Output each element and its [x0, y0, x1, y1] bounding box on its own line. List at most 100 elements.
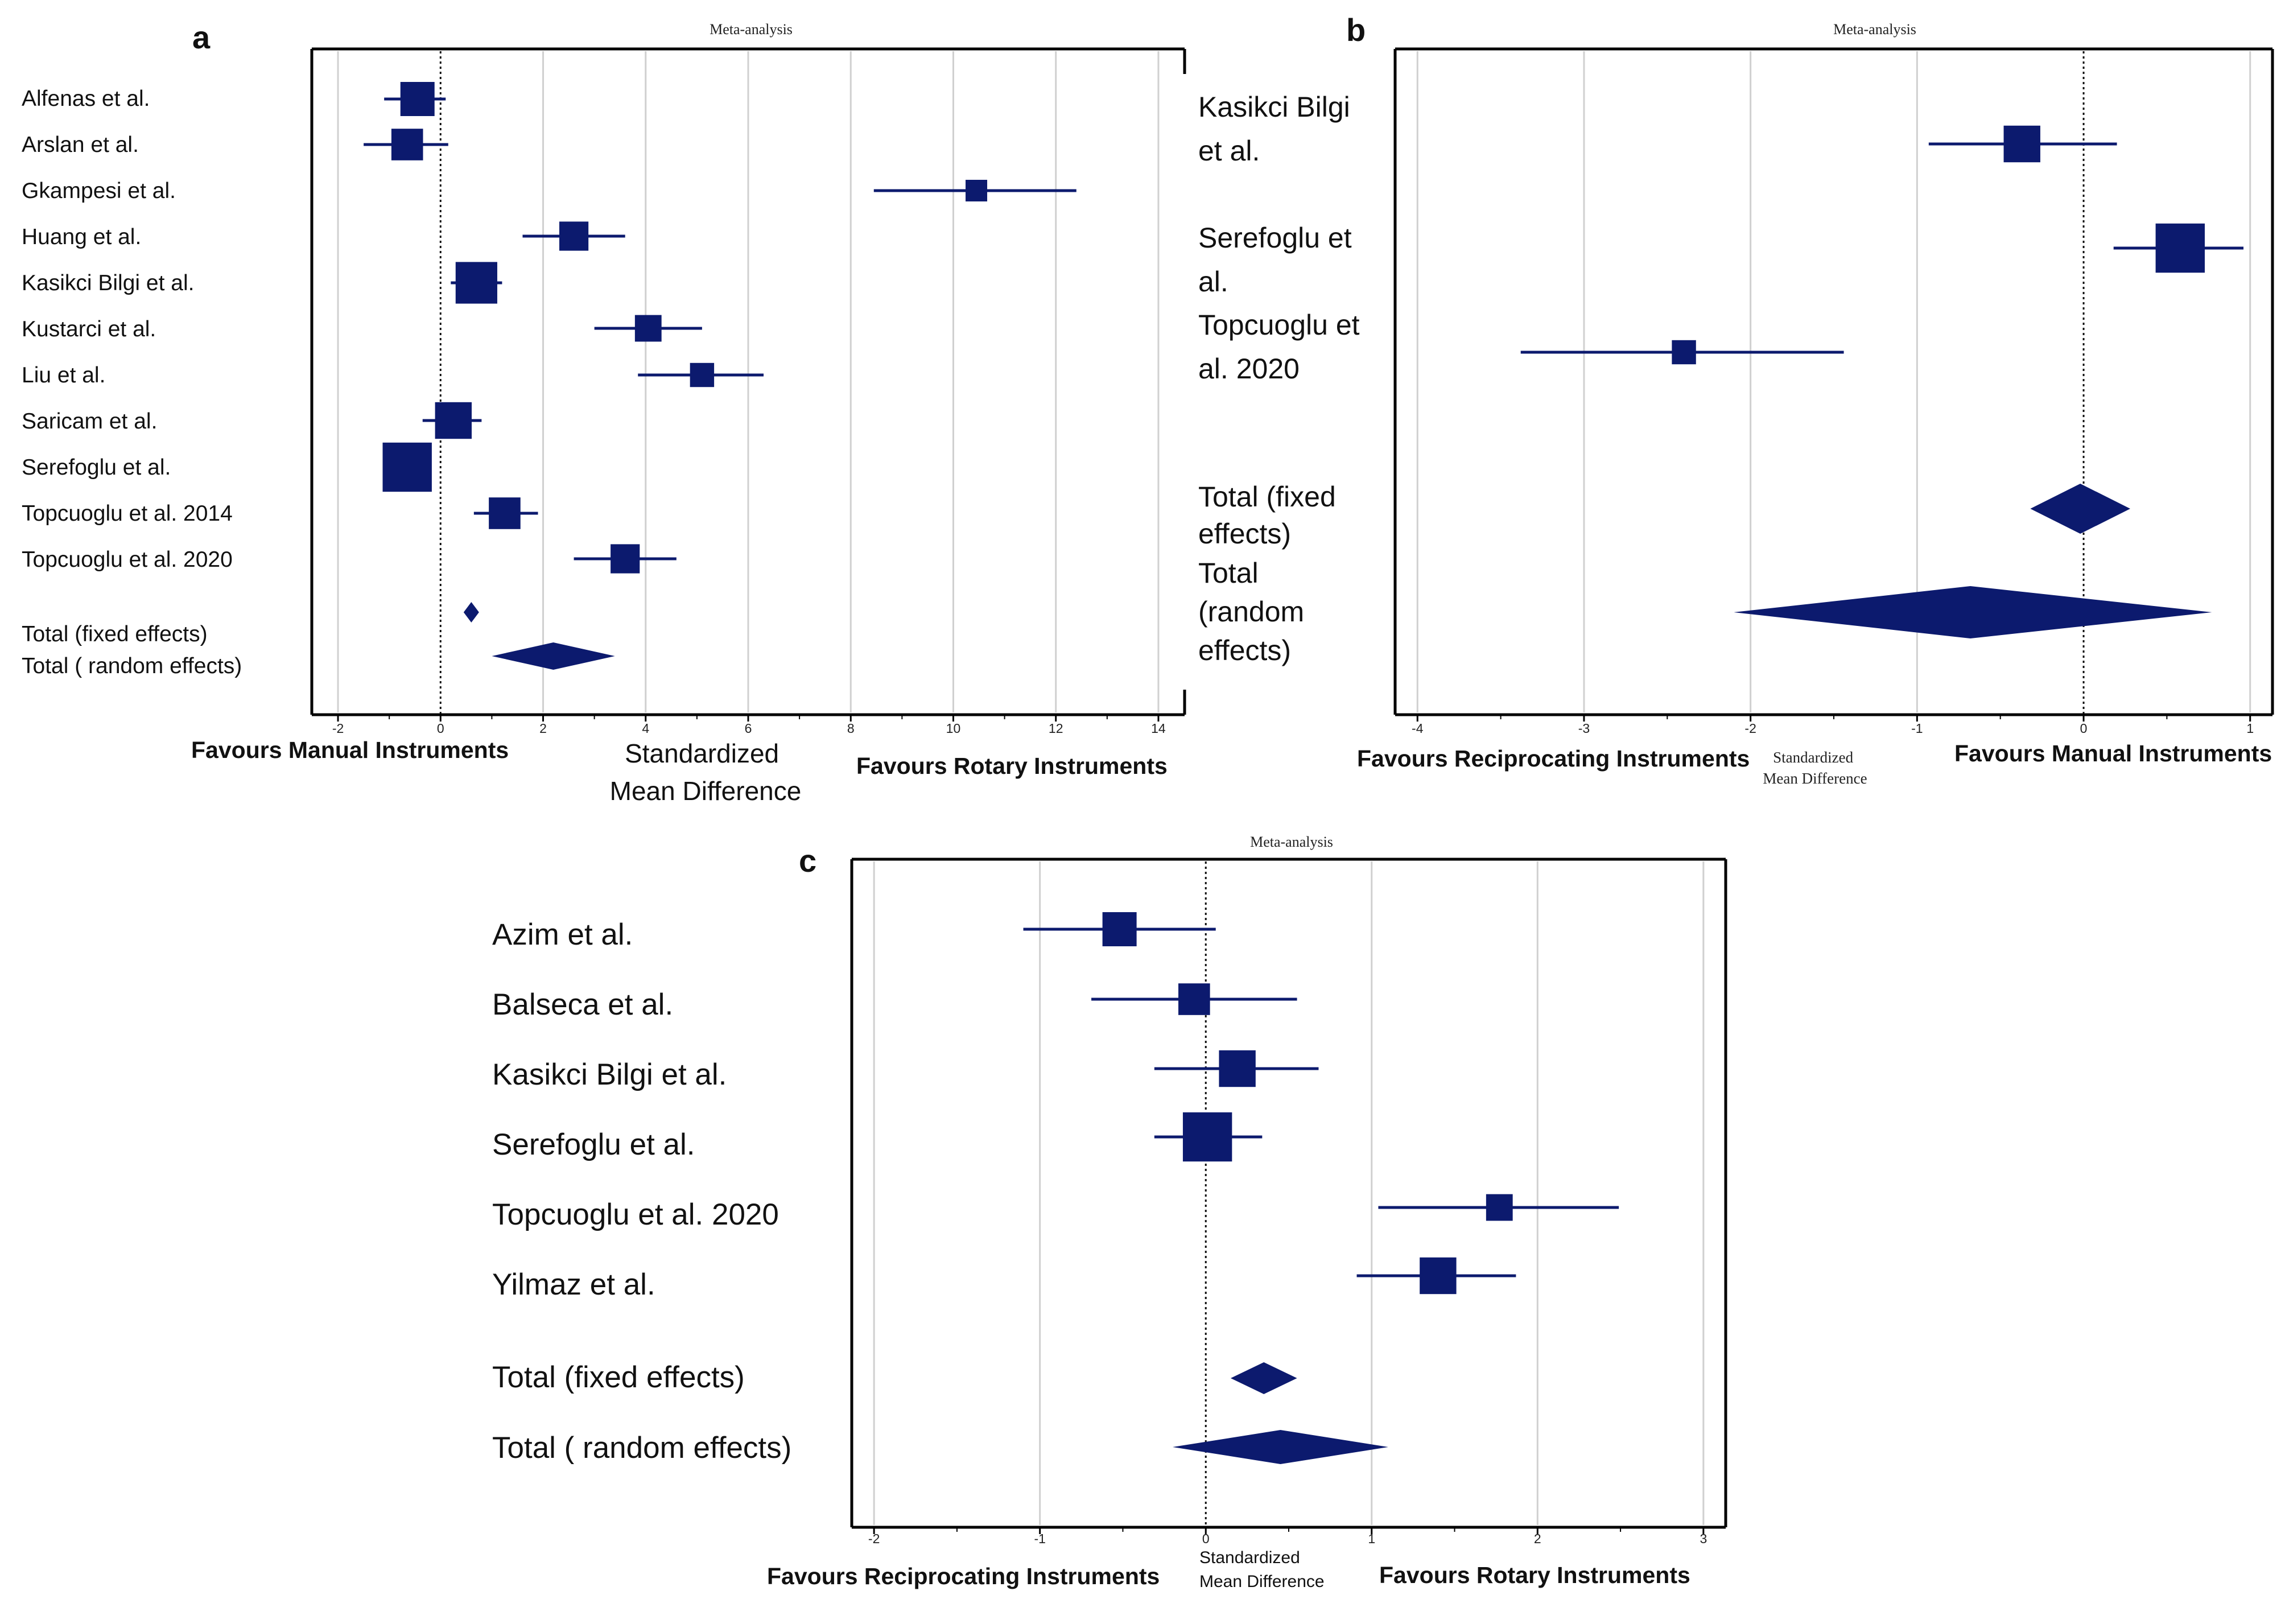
- panel-a-random-effects-diamond: [492, 642, 615, 670]
- point-estimate-2: [1672, 340, 1696, 365]
- panel-c-xlabel-line2: Mean Difference: [1199, 1572, 1325, 1591]
- x-tick-label-4: 6: [745, 721, 752, 736]
- x-tick-label-2: 0: [1202, 1531, 1210, 1546]
- panel-b-label-serefoglu-1: Serefoglu et: [1198, 222, 1352, 254]
- panel-a-frame: [310, 47, 1186, 716]
- panel-b-totals: [1734, 484, 2212, 638]
- point-estimate-7: [435, 402, 472, 439]
- x-tick-label-6: 10: [946, 721, 961, 736]
- panel-b-label-random-3: effects): [1198, 634, 1291, 666]
- panel-b-label-random-2: (random: [1198, 596, 1304, 628]
- panel-c-x-axis: -2 -1 0 1 2 3: [868, 1527, 1707, 1546]
- study-label-6: Liu et al.: [22, 363, 105, 388]
- point-estimate-9: [489, 497, 521, 529]
- study-label-1: Balseca et al.: [492, 988, 673, 1021]
- study-label-5: Kustarci et al.: [22, 317, 156, 341]
- panel-a-xlabel: Standardized Mean Difference: [610, 739, 802, 806]
- point-estimate-3: [1182, 1112, 1232, 1162]
- point-estimate-8: [382, 442, 432, 492]
- panel-b-fixed-effects-diamond: [2030, 484, 2130, 534]
- panel-b-label-serefoglu-2: al.: [1198, 266, 1228, 298]
- study-label-4: Topcuoglu et al. 2020: [492, 1198, 779, 1231]
- point-estimate-10: [611, 544, 640, 574]
- point-estimate-1: [1178, 983, 1210, 1015]
- panel-a-x-axis: -2 0 2 4 6 8 10 12 14: [332, 715, 1166, 736]
- point-estimate-1: [391, 129, 423, 160]
- x-tick-label-2: 2: [539, 721, 547, 736]
- study-label-2: Gkampesi et al.: [22, 179, 176, 203]
- study-label-2: Kasikci Bilgi et al.: [492, 1058, 727, 1091]
- point-estimate-1: [2155, 223, 2205, 273]
- x-tick-label-1: 0: [437, 721, 444, 736]
- panel-b-favours-right: Favours Manual Instruments: [1954, 740, 2272, 766]
- panel-b-study-marks: [1520, 125, 2244, 365]
- panel-c-total-fixed-label: Total (fixed effects): [492, 1361, 745, 1394]
- panel-letter-a: a: [192, 19, 211, 55]
- x-tick-label-4: 0: [2080, 721, 2088, 736]
- point-estimate-0: [400, 82, 435, 116]
- point-estimate-2: [1219, 1050, 1256, 1087]
- study-label-3: Huang et al.: [22, 225, 141, 249]
- x-tick-label-8: 14: [1151, 721, 1166, 736]
- point-estimate-5: [1420, 1257, 1457, 1295]
- panel-b-label-kasikci-1: Kasikci Bilgi: [1198, 91, 1350, 123]
- study-label-7: Saricam et al.: [22, 409, 157, 434]
- panel-b-xlabel-line1: Standardized: [1773, 749, 1853, 766]
- panel-a-total-random-label: Total ( random effects): [22, 654, 242, 678]
- point-estimate-3: [559, 221, 589, 251]
- panel-b-label-fixed-2: effects): [1198, 518, 1291, 550]
- panel-b-label-fixed-1: Total (fixed: [1198, 481, 1336, 513]
- panel-c-study-marks: [1023, 912, 1619, 1295]
- panel-c-total-random-label: Total ( random effects): [492, 1431, 791, 1465]
- panel-c: c Meta-analysis -2 -1 0 1 2 3 Azim et al. Bals…: [492, 834, 1727, 1591]
- panel-a-totals: [463, 602, 615, 670]
- x-tick-label-1: -3: [1578, 721, 1590, 736]
- study-label-10: Topcuoglu et al. 2020: [22, 547, 233, 572]
- x-tick-label-0: -2: [332, 721, 344, 736]
- x-tick-label-5: 3: [1700, 1531, 1707, 1546]
- panel-b: b Meta-analysis -4 -3 -2 -1 0 1 Kasikci Bilgi…: [1198, 12, 2274, 787]
- panel-b-frame: [1393, 47, 2274, 716]
- panel-b-xlabel-line2: Mean Difference: [1763, 770, 1867, 787]
- panel-a: a Meta-analysis -2 0 2 4 6 8 10 12 14 Alfenas et…: [22, 19, 1186, 806]
- panel-a-favours-left: Favours Manual Instruments: [191, 737, 509, 763]
- panel-letter-c: c: [799, 843, 816, 879]
- x-tick-label-4: 2: [1534, 1531, 1541, 1546]
- panel-b-x-axis: -4 -3 -2 -1 0 1: [1412, 715, 2254, 736]
- panel-b-title: Meta-analysis: [1833, 21, 1916, 38]
- point-estimate-4: [1486, 1194, 1513, 1221]
- panel-a-gridlines: [337, 51, 1160, 712]
- x-tick-label-0: -4: [1412, 721, 1424, 736]
- study-label-4: Kasikci Bilgi et al.: [22, 271, 194, 295]
- study-label-8: Serefoglu et al.: [22, 455, 171, 480]
- x-tick-label-0: -2: [868, 1531, 880, 1546]
- x-tick-label-7: 12: [1049, 721, 1063, 736]
- x-tick-label-1: -1: [1034, 1531, 1045, 1546]
- panel-a-xlabel-line2: Mean Difference: [610, 776, 802, 806]
- x-tick-label-3: 4: [642, 721, 649, 736]
- panel-c-title: Meta-analysis: [1250, 834, 1333, 850]
- panel-b-favours-left: Favours Reciprocating Instruments: [1357, 745, 1750, 772]
- x-tick-label-3: -1: [1911, 721, 1923, 736]
- point-estimate-2: [966, 180, 988, 201]
- panel-c-gridlines: [873, 862, 1705, 1525]
- point-estimate-0: [1102, 912, 1137, 946]
- point-estimate-4: [455, 262, 497, 304]
- panel-c-random-effects-diamond: [1172, 1430, 1388, 1464]
- panel-b-label-kasikci-2: et al.: [1198, 135, 1260, 167]
- panel-a-xlabel-line1: Standardized: [625, 739, 779, 768]
- x-tick-label-2: -2: [1744, 721, 1756, 736]
- panel-c-study-labels: Azim et al. Balseca et al. Kasikci Bilgi e…: [492, 918, 779, 1301]
- panel-c-totals: [1172, 1362, 1388, 1464]
- study-label-5: Yilmaz et al.: [492, 1268, 655, 1301]
- point-estimate-6: [690, 362, 715, 388]
- panel-c-xlabel: Standardized Mean Difference: [1199, 1548, 1325, 1591]
- panel-b-label-topcuoglu-2: al. 2020: [1198, 353, 1300, 385]
- study-label-3: Serefoglu et al.: [492, 1128, 695, 1161]
- panel-a-title: Meta-analysis: [710, 21, 793, 38]
- x-tick-label-3: 1: [1368, 1531, 1375, 1546]
- x-tick-label-5: 8: [847, 721, 855, 736]
- study-label-0: Azim et al.: [492, 918, 633, 951]
- point-estimate-5: [634, 315, 662, 342]
